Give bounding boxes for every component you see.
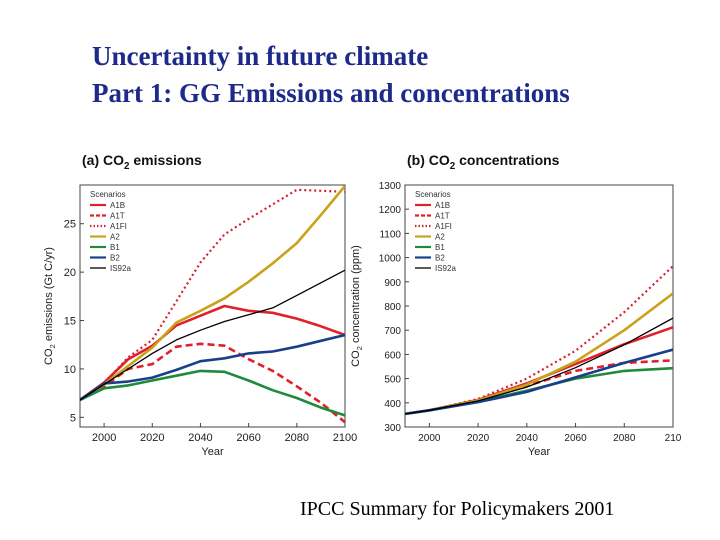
emissions-x-axis-label: Year [201,446,224,458]
concentrations-svg: (b) CO2 concentrations 300 400 500 600 700 800… [350,152,682,458]
emissions-legend-label-a1fi: A1FI [110,222,127,231]
concentrations-series-is92a [405,317,673,415]
emissions-xtick-label-3: 2060 [236,432,260,444]
concentrations-legend-label-a1t: A1T [435,212,450,221]
concentrations-legend-label-b1: B1 [435,243,445,252]
emissions-ytick-label-4: 25 [64,219,76,231]
emissions-legend-label-is92a: IS92a [110,264,131,273]
emissions-xtick-label-1: 2020 [140,432,164,444]
concentrations-xtick-label-2: 2040 [516,433,539,444]
emissions-series-a1t [80,342,345,424]
concentrations-legend-label-b2: B2 [435,254,445,263]
concentrations-ytick-label-8: 1100 [379,229,401,240]
emissions-xtick-label-0: 2000 [92,432,116,444]
co2-emissions-chart: (a) CO2 emissions 5 10 15 20 25 2000 2020 2040 20… [40,145,360,465]
emissions-ytick-label-2: 15 [64,316,76,328]
concentrations-title: (b) CO2 concentrations [407,152,560,172]
concentrations-xtick-label-0: 2000 [418,433,441,444]
emissions-xtick-label-4: 2080 [285,432,309,444]
emissions-title: (a) CO2 emissions [82,152,202,172]
emissions-ytick-label-3: 20 [64,267,76,279]
concentrations-xtick-label-5: 210 [665,433,682,444]
concentrations-ytick-label-10: 1300 [379,181,402,192]
emissions-plot-frame [79,184,346,428]
emissions-legend-label-a2: A2 [110,233,120,242]
concentrations-ytick-label-7: 1000 [379,254,402,265]
emissions-series-is92a [80,269,345,401]
concentrations-ytick-label-5: 800 [384,302,401,313]
emissions-series-a2 [80,185,345,401]
slide-title-line-1: Uncertainty in future climate [92,41,429,71]
concentrations-xtick-label-3: 2060 [564,433,587,444]
concentrations-ytick-label-6: 900 [384,278,401,289]
concentrations-legend-label-a2: A2 [435,233,445,242]
emissions-ytick-label-1: 10 [64,364,76,376]
concentrations-legend-label-a1fi: A1FI [435,222,452,231]
emissions-y-axis-label: CO2 emissions (Gt C/yr) [43,247,57,365]
slide-title: Uncertainty in future climate Part 1: GG… [92,38,570,112]
concentrations-xtick-label-1: 2020 [467,433,490,444]
concentrations-ytick-label-2: 500 [384,375,401,386]
emissions-series-a1b [80,304,345,401]
concentrations-ytick-label-9: 1200 [379,205,402,216]
concentrations-series-a1fi [405,265,673,415]
slide-title-line-2: Part 1: GG Emissions and concentrations [92,78,570,108]
concentrations-y-axis-label: CO2 concentration (ppm) [350,245,364,367]
emissions-series-b2 [80,333,345,401]
emissions-xtick-label-2: 2040 [188,432,212,444]
concentrations-ytick-label-1: 400 [384,399,401,410]
emissions-legend-label-b2: B2 [110,254,120,263]
emissions-legend-label-b1: B1 [110,243,120,252]
concentrations-legend-title: Scenarios [415,190,451,199]
concentrations-legend-label-is92a: IS92a [435,264,456,273]
emissions-ytick-label-0: 5 [70,412,76,424]
co2-concentrations-chart: (b) CO2 concentrations 300 400 500 600 700 800… [345,145,685,465]
concentrations-legend-label-a1b: A1B [435,201,450,210]
emissions-legend-label-a1t: A1T [110,212,125,221]
emissions-legend-title: Scenarios [90,190,126,199]
concentrations-x-axis-label: Year [528,446,551,458]
emissions-legend-label-a1b: A1B [110,201,125,210]
concentrations-ytick-label-0: 300 [384,423,401,434]
concentrations-ytick-label-4: 700 [384,326,401,337]
emissions-xtick-label-5: 2100 [333,432,357,444]
emissions-svg: (a) CO2 emissions 5 10 15 20 25 2000 2020 2040 20… [43,152,357,458]
concentrations-xtick-label-4: 2080 [613,433,636,444]
emissions-series-a1fi [80,188,345,401]
concentrations-ytick-label-3: 600 [384,350,401,361]
concentrations-series-a2 [405,292,673,416]
source-caption: IPCC Summary for Policymakers 2001 [300,498,615,520]
emissions-series-b1 [80,369,345,417]
